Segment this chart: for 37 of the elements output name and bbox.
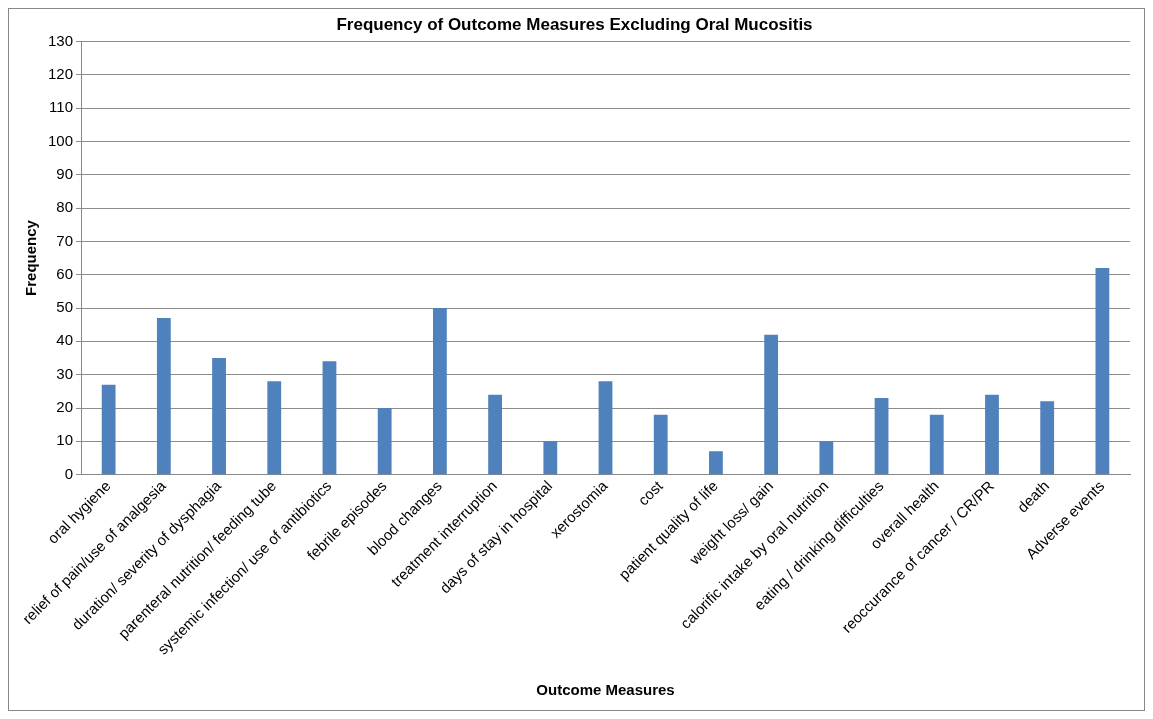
y-tick-label: 60	[56, 264, 74, 282]
y-tick-label: 100	[48, 131, 74, 149]
bar	[1040, 401, 1055, 475]
y-tick-label: 50	[56, 298, 74, 316]
y-tick-label: 10	[56, 431, 74, 449]
bar	[322, 361, 337, 475]
y-tick-label: 120	[48, 64, 74, 82]
bar	[267, 381, 282, 475]
y-tick-label: 110	[49, 98, 74, 116]
bar	[598, 381, 613, 475]
bar	[156, 318, 171, 475]
y-tick-label: 70	[56, 231, 74, 249]
bar	[764, 334, 779, 475]
x-tick-label: cost	[634, 476, 667, 509]
bar	[819, 441, 834, 475]
bar	[101, 384, 116, 475]
bar	[929, 414, 944, 475]
bar	[377, 408, 392, 475]
y-tick-label: 80	[56, 198, 74, 216]
y-axis-title: Frequency	[22, 219, 40, 296]
bar	[985, 394, 999, 475]
bar	[709, 451, 723, 475]
y-tick-label: 0	[64, 464, 74, 482]
bar	[874, 398, 889, 475]
y-tick-label: 130	[48, 31, 74, 49]
bar	[1095, 268, 1110, 475]
bar	[488, 394, 502, 475]
y-tick-label: 90	[56, 164, 74, 182]
chart-title: Frequency of Outcome Measures Excluding Oral Mucositis	[336, 14, 813, 34]
y-tick-label: 40	[56, 331, 74, 349]
bar	[212, 358, 226, 475]
x-axis-title: Outcome Measures	[536, 681, 675, 699]
bar	[543, 441, 558, 475]
y-tick-label: 30	[56, 364, 74, 382]
bar	[432, 308, 447, 475]
y-tick-label: 20	[56, 398, 74, 416]
bar	[653, 414, 668, 475]
